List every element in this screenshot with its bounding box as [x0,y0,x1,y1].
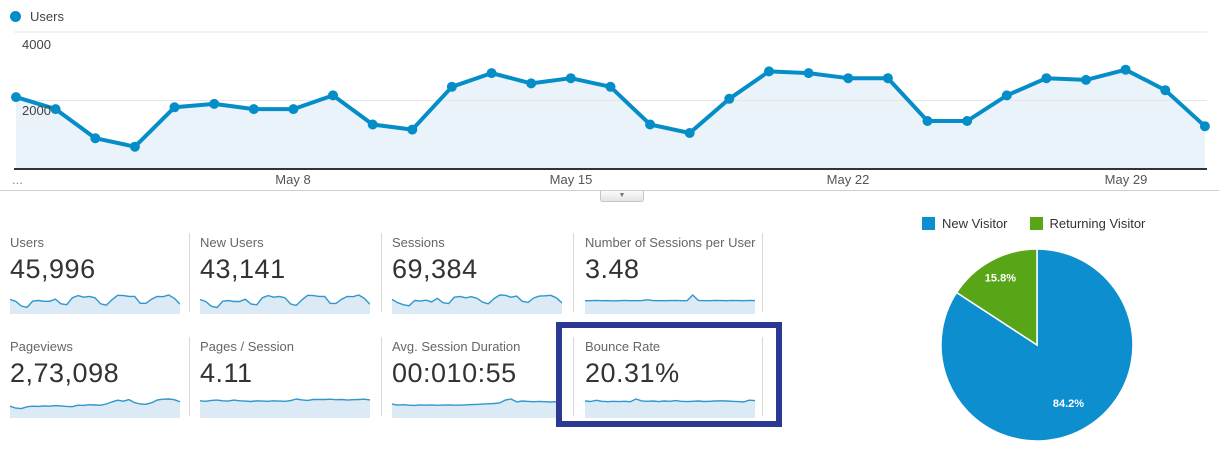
x-axis-tick-may29: May 29 [1104,172,1148,187]
sessions-sparkline [392,294,562,314]
legend-label: New Visitor [942,216,1008,231]
svg-text:15.8%: 15.8% [985,273,1016,285]
metric-label: Number of Sessions per User [585,235,756,250]
metric-value: 69,384 [392,254,478,284]
new-users-sparkline [200,294,370,314]
metric-label: Bounce Rate [585,339,661,354]
scorecard-new-users: New Users 43,141 [200,233,382,314]
chart-legend: Users [10,9,64,24]
avg-session-duration-sparkline [392,398,562,418]
x-axis-tick-may15: May 15 [549,172,593,187]
metric-label: New Users [200,235,264,250]
metric-value: 4.11 [200,358,253,388]
metric-value: 00:010:55 [392,358,517,388]
bounce-rate-sparkline [585,398,755,418]
x-axis-overflow-label: ... [12,172,23,187]
legend-label: Returning Visitor [1049,216,1146,231]
metric-label: Sessions [392,235,445,250]
legend-item-new-visitor[interactable]: New Visitor [922,216,1008,231]
metric-value: 2,73,098 [10,358,120,388]
users-timeline-chart [11,31,1210,170]
sessions-per-user-sparkline [585,294,755,314]
metric-value: 45,996 [10,254,96,284]
legend-item-returning-visitor[interactable]: Returning Visitor [1029,216,1146,231]
new-visitor-swatch-icon [922,217,935,230]
scorecard-sessions: Sessions 69,384 [392,233,574,314]
scorecard-pageviews: Pageviews 2,73,098 [10,337,190,418]
users-series-dot-icon [10,11,21,22]
pages-per-session-sparkline [200,398,370,418]
pie-legend: New Visitor Returning Visitor [922,216,1145,231]
scorecard-users: Users 45,996 [10,233,190,314]
y-axis-tick-4000: 4000 [22,37,51,52]
y-axis-tick-2000: 2000 [22,103,51,118]
scorecard-avg-session-duration: Avg. Session Duration 00:010:55 [392,337,574,418]
metric-label: Pageviews [10,339,73,354]
section-divider [0,190,1219,191]
x-axis-tick-may22: May 22 [826,172,870,187]
pageviews-sparkline [10,398,180,418]
metric-value: 43,141 [200,254,286,284]
metric-label: Pages / Session [200,339,294,354]
chevron-down-icon: ▼ [618,192,626,199]
scorecard-pages-per-session: Pages / Session 4.11 [200,337,382,418]
metric-label: Avg. Session Duration [392,339,521,354]
metric-value: 20.31% [585,358,680,388]
users-series-label: Users [30,9,64,24]
users-sparkline [10,294,180,314]
returning-visitor-swatch-icon [1029,217,1043,230]
svg-text:84.2%: 84.2% [1053,398,1084,410]
timeline-collapse-handle[interactable]: ▼ [600,191,644,202]
metric-label: Users [10,235,44,250]
scorecard-sessions-per-user: Number of Sessions per User 3.48 [585,233,763,314]
scorecard-bounce-rate: Bounce Rate 20.31% [585,337,763,418]
visitor-type-pie-chart: 84.2% 15.8% [940,248,1134,442]
x-axis-tick-may8: May 8 [275,172,311,187]
metric-value: 3.48 [585,254,640,284]
